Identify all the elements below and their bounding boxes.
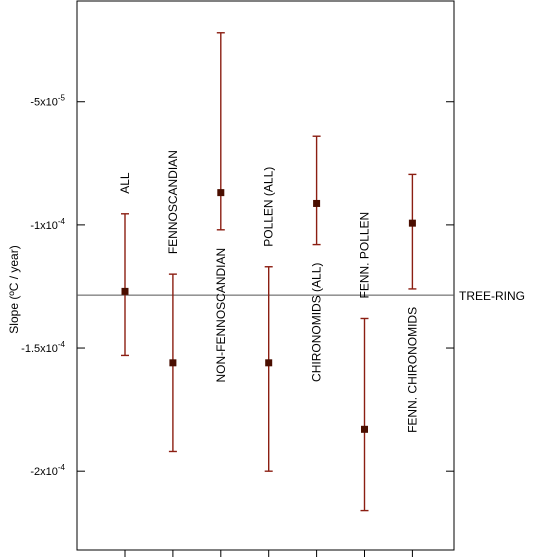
category-label: FENN. CHIRONOMIDS xyxy=(405,307,419,433)
data-point xyxy=(265,359,273,367)
data-point xyxy=(361,425,368,433)
category-label: CHIRONOMIDS (ALL) xyxy=(310,263,324,382)
data-points xyxy=(121,32,417,512)
category-label: FENN. POLLEN xyxy=(358,212,372,299)
data-point xyxy=(169,359,177,367)
data-point xyxy=(217,189,225,197)
y-tick-label: -1x10-4 xyxy=(30,217,65,232)
y-tick-label: -1.5x10-4 xyxy=(21,340,65,355)
y-axis: -5x10-5 -1x10-4 -1.5x10-4 -2x10-4 xyxy=(21,94,454,478)
y-tick-label: -2x10-4 xyxy=(30,463,65,478)
y-tick-label: -5x10-5 xyxy=(30,94,65,109)
x-axis-ticks xyxy=(124,550,413,557)
reference-line-group: TREE-RING xyxy=(77,289,525,303)
category-labels: ALL FENNOSCANDIAN NON-FENNOSCANDIAN POLLEN … xyxy=(118,150,419,433)
y-axis-title: Slope (ºC / year) xyxy=(7,245,21,333)
data-point xyxy=(313,199,321,207)
category-label: ALL xyxy=(118,172,132,194)
category-label: NON-FENNOSCANDIAN xyxy=(214,248,228,383)
plot-frame xyxy=(76,0,455,551)
category-label: FENNOSCANDIAN xyxy=(166,150,180,254)
category-label: POLLEN (ALL) xyxy=(262,167,276,247)
data-point xyxy=(408,219,416,227)
data-point xyxy=(121,287,129,295)
tree-ring-label: TREE-RING xyxy=(459,289,525,303)
